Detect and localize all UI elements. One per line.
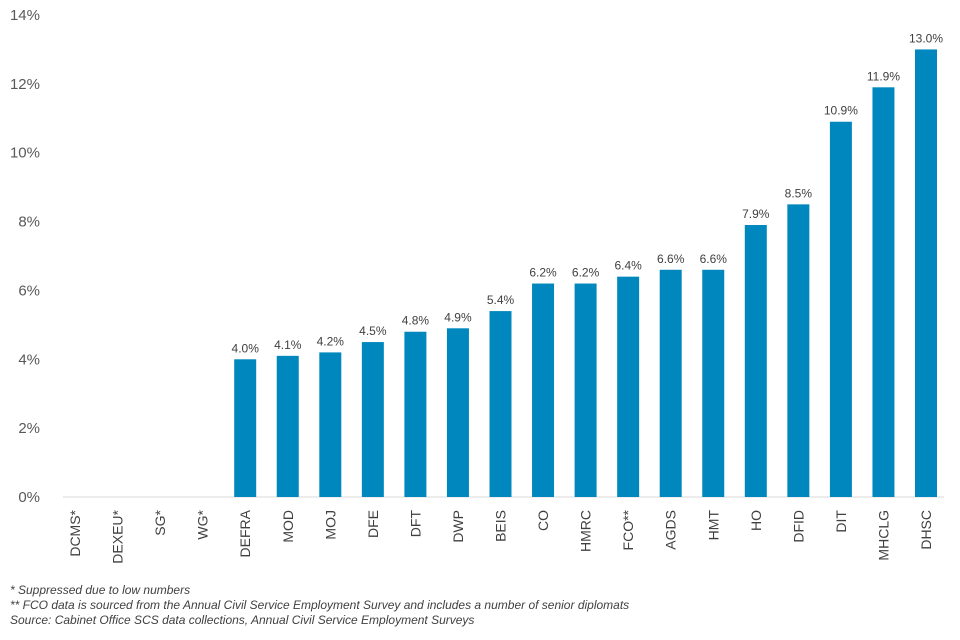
bar bbox=[787, 204, 810, 497]
x-category-label: DFID bbox=[790, 510, 806, 543]
bar-value-label: 6.6% bbox=[700, 252, 728, 266]
bar-value-label: 7.9% bbox=[742, 207, 770, 221]
x-category-label: MOJ bbox=[322, 510, 338, 540]
y-tick-label: 2% bbox=[18, 420, 40, 437]
x-category-label: DEFRA bbox=[237, 509, 253, 557]
x-category-label: DFT bbox=[407, 510, 423, 538]
x-category-label: BEIS bbox=[493, 510, 509, 542]
bar bbox=[276, 355, 299, 497]
bar-value-label: 10.9% bbox=[824, 104, 858, 118]
x-category-label: DIT bbox=[833, 510, 849, 533]
bar bbox=[829, 121, 852, 497]
x-category-label: WG* bbox=[195, 509, 211, 539]
x-category-label: SG* bbox=[152, 509, 168, 535]
x-category-label: HMRC bbox=[578, 510, 594, 552]
bar bbox=[872, 87, 895, 498]
bar-value-label: 11.9% bbox=[867, 69, 900, 83]
bar bbox=[489, 311, 512, 497]
y-tick-label: 8% bbox=[18, 214, 40, 231]
x-category-label: DCMS* bbox=[67, 509, 83, 556]
x-category-label: DHSC bbox=[918, 510, 934, 550]
x-category-label: DFE bbox=[365, 510, 381, 538]
y-tick-label: 14% bbox=[10, 7, 40, 24]
bars bbox=[234, 49, 937, 498]
bar bbox=[404, 331, 427, 497]
bar bbox=[532, 283, 555, 497]
bar bbox=[361, 342, 384, 497]
x-category-label: HMT bbox=[705, 510, 721, 541]
x-category-label: FCO** bbox=[620, 509, 636, 550]
bar-value-label: 6.4% bbox=[614, 259, 642, 273]
y-tick-label: 12% bbox=[10, 76, 40, 93]
bar-value-label: 5.4% bbox=[487, 293, 515, 307]
bar bbox=[574, 283, 597, 497]
footnotes: * Suppressed due to low numbers ** FCO d… bbox=[10, 583, 629, 628]
bar bbox=[702, 269, 725, 497]
value-labels: 4.0% 4.1% 4.2% 4.5% 4.8% 4.9% 5.4% 6.2% 6.2% 6.4%… bbox=[232, 31, 944, 355]
bar bbox=[617, 276, 640, 497]
bar bbox=[319, 352, 342, 497]
y-axis: 0% 2% 4% 6% 8% 10% 12% 14% bbox=[10, 7, 40, 506]
y-tick-label: 6% bbox=[18, 282, 40, 299]
x-category-label: CO bbox=[535, 510, 551, 531]
x-category-label: AGDS bbox=[663, 510, 679, 550]
bar-value-label: 6.2% bbox=[529, 266, 557, 280]
bar bbox=[915, 49, 937, 498]
bar-value-label: 6.6% bbox=[657, 252, 685, 266]
bar-value-label: 4.9% bbox=[444, 310, 472, 324]
x-category-label: DEXEU* bbox=[110, 509, 126, 563]
x-category-label: HO bbox=[748, 510, 764, 531]
bar-value-label: 4.2% bbox=[317, 334, 345, 348]
bar bbox=[744, 225, 767, 497]
bar bbox=[446, 328, 469, 497]
x-category-label: MHCLG bbox=[875, 510, 891, 561]
footnote-suppressed: * Suppressed due to low numbers bbox=[10, 583, 191, 597]
bar-value-label: 4.0% bbox=[232, 341, 260, 355]
footnote-source: Source: Cabinet Office SCS data collecti… bbox=[10, 613, 475, 627]
y-tick-label: 10% bbox=[10, 145, 40, 162]
bar-value-label: 8.5% bbox=[785, 186, 813, 200]
bar-value-label: 4.1% bbox=[274, 338, 302, 352]
x-category-label: MOD bbox=[280, 510, 296, 543]
bar-value-label: 4.5% bbox=[359, 324, 387, 338]
bar-chart: 0% 2% 4% 6% 8% 10% 12% 14% 4.0% 4.1% 4.2% 4.5% 4.8%… bbox=[10, 7, 944, 564]
bar-value-label: 6.2% bbox=[572, 266, 600, 280]
x-category-label: DWP bbox=[450, 510, 466, 543]
bar-value-label: 4.8% bbox=[402, 314, 430, 328]
category-labels: DCMS* DEXEU* SG* WG* DEFRA MOD MOJ DFE DFT DWP BEI… bbox=[67, 509, 934, 563]
bar-value-label: 13.0% bbox=[909, 31, 943, 45]
bar bbox=[659, 269, 682, 497]
y-tick-label: 4% bbox=[18, 351, 40, 368]
bar bbox=[234, 359, 257, 497]
y-tick-label: 0% bbox=[18, 489, 40, 506]
footnote-fco: ** FCO data is sourced from the Annual C… bbox=[10, 598, 630, 612]
